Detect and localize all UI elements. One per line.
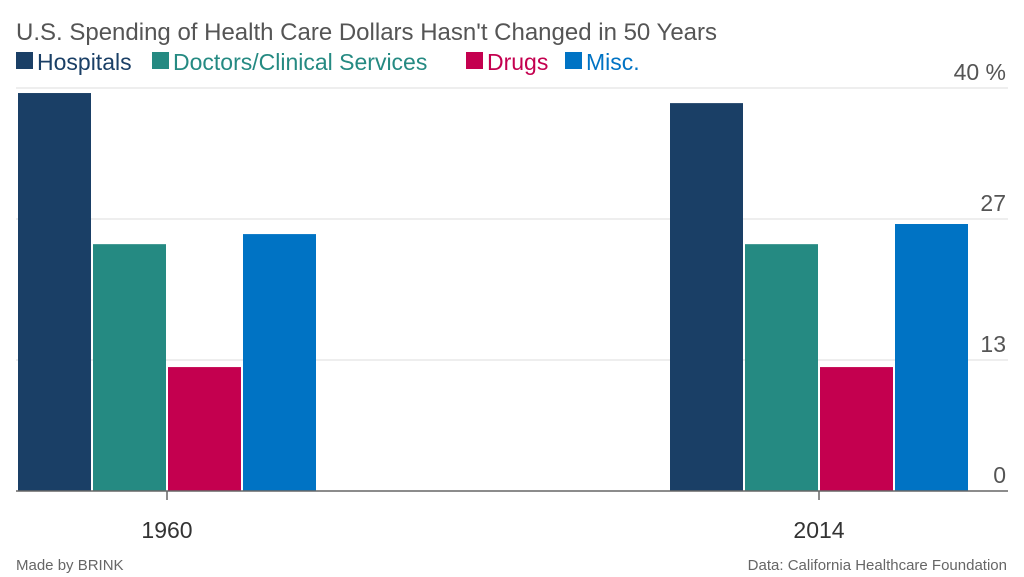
y-tick-label: 40 % (954, 59, 1006, 85)
gridlines (16, 87, 1008, 361)
y-tick-label: 13 (980, 331, 1006, 357)
source-text: Data: California Healthcare Foundation (748, 557, 1007, 574)
x-tick-label: 2014 (793, 517, 844, 543)
bar-1960-drugs (168, 367, 241, 491)
bar-2014-drugs (820, 367, 893, 491)
chart-title: U.S. Spending of Health Care Dollars Has… (16, 19, 717, 46)
legend: Hospitals Doctors/Clinical Services Drugs M… (16, 49, 640, 75)
legend-label: Drugs (487, 49, 548, 75)
legend-swatch (466, 52, 483, 69)
legend-swatch (152, 52, 169, 69)
bar-2014-hospitals (670, 103, 743, 492)
legend-label: Hospitals (37, 49, 132, 75)
legend-label: Misc. (586, 49, 640, 75)
x-tick-label: 1960 (141, 517, 192, 543)
y-tick-label: 0 (993, 462, 1006, 488)
bar-1960-hospitals (18, 93, 91, 491)
x-axis-ticks: 1960 2014 (141, 491, 845, 543)
legend-swatch (565, 52, 582, 69)
credit-text: Made by BRINK (16, 557, 124, 574)
bar-1960-doctors-clinical-services (93, 244, 166, 491)
bar-2014-misc- (895, 224, 968, 491)
bar-1960-misc- (243, 234, 316, 491)
legend-label: Doctors/Clinical Services (173, 49, 427, 75)
y-tick-label: 27 (980, 190, 1006, 216)
bars (18, 93, 968, 492)
legend-swatch (16, 52, 33, 69)
bar-2014-doctors-clinical-services (745, 244, 818, 491)
y-axis-ticks: 0 13 27 40 % (954, 59, 1006, 488)
